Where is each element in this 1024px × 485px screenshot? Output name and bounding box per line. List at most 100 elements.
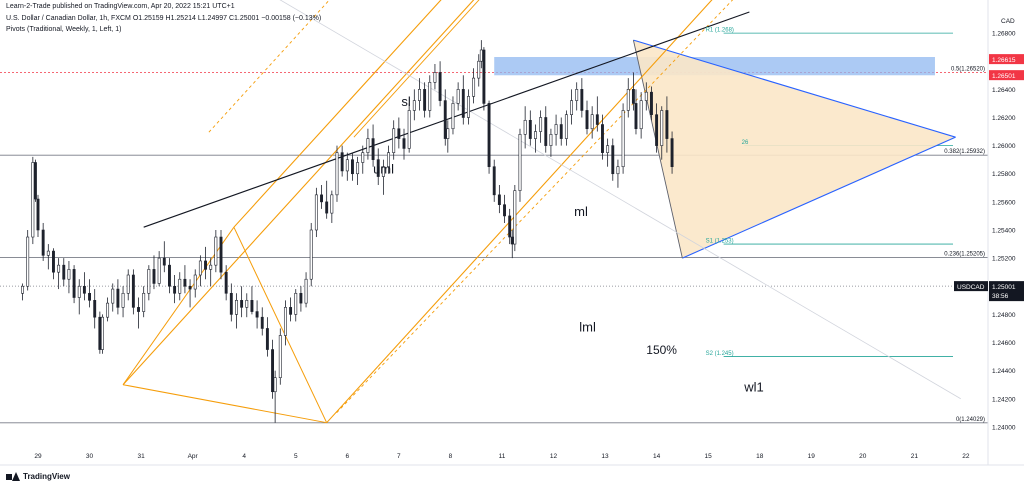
candle-body xyxy=(649,91,653,115)
candle-body xyxy=(387,152,390,168)
candle-body xyxy=(77,285,81,298)
candle-body xyxy=(472,77,476,97)
price-tick-label: 1.24200 xyxy=(992,396,1016,403)
candle-body xyxy=(255,311,259,318)
candle-body xyxy=(634,103,638,130)
time-tick-label: 18 xyxy=(756,453,764,460)
candle-body xyxy=(173,285,177,294)
candle-body xyxy=(570,100,573,115)
candle-body xyxy=(446,128,450,139)
candle-body xyxy=(142,292,146,312)
price-tick-label: 1.26400 xyxy=(992,87,1016,94)
candle-body xyxy=(523,119,527,135)
time-tick-label: 15 xyxy=(705,453,713,460)
fib-level-label: 0.236(1.25205) xyxy=(944,251,985,257)
candle-body xyxy=(330,194,334,214)
pitchfork-upper-median-line xyxy=(233,0,442,228)
tradingview-footer: TradingView xyxy=(6,472,70,481)
time-tick-label: 20 xyxy=(859,453,867,460)
candle-body xyxy=(52,250,55,273)
bar-countdown: 38:56 xyxy=(992,293,1009,300)
candle-body xyxy=(479,49,483,62)
candle-body xyxy=(590,114,594,130)
candle-body xyxy=(98,316,102,350)
candle-body xyxy=(294,292,298,315)
price-tick-label: 1.24400 xyxy=(992,368,1016,375)
candle-body xyxy=(183,278,187,287)
candle-body xyxy=(137,307,140,312)
candle-body xyxy=(534,131,537,139)
candle-body xyxy=(438,72,442,101)
candle-body xyxy=(407,110,411,149)
time-tick-label: 5 xyxy=(294,453,298,460)
candle-body xyxy=(356,162,360,175)
price-tick-label: 1.26000 xyxy=(992,143,1016,150)
wl1-guide-line xyxy=(279,0,961,400)
candle-body xyxy=(418,89,421,101)
last-price-badge xyxy=(989,281,1024,302)
candle-body xyxy=(412,100,416,111)
candle-body xyxy=(57,264,61,273)
candle-body xyxy=(320,194,323,203)
candle-body xyxy=(162,257,166,266)
candle-body xyxy=(492,166,496,196)
candle-body xyxy=(477,60,481,79)
candle-body xyxy=(461,89,465,118)
fib-level-label: 0(1.24029) xyxy=(956,417,985,423)
time-tick-label: 29 xyxy=(34,453,42,460)
candle-body xyxy=(456,89,460,104)
candle-body xyxy=(606,145,610,153)
symbol-badge xyxy=(954,281,988,292)
symbol-ohlc-line: U.S. Dollar / Canadian Dollar, 1h, FXCM … xyxy=(6,15,322,22)
candle-body xyxy=(544,117,548,146)
candle-body xyxy=(147,269,151,294)
candle-body xyxy=(240,300,244,308)
annotation-ml: ml xyxy=(574,204,588,219)
candle-body xyxy=(36,198,40,231)
candle-body xyxy=(559,124,563,139)
labels-layer: 0.5(1.26520) 0.382(1.25932) 0.236(1.25205)… xyxy=(373,28,985,423)
time-tick-label: 22 xyxy=(962,453,970,460)
candle-body xyxy=(209,264,213,270)
candle-body xyxy=(528,119,532,139)
candle-body xyxy=(392,128,396,153)
last-price-value: 1.25001 xyxy=(992,284,1016,291)
candle-body xyxy=(33,162,37,200)
pitchfork-warning-line xyxy=(326,0,713,424)
pitchfork-lower-line xyxy=(122,0,475,386)
pivots-indicator-label[interactable]: Pivots (Traditional, Weekly, 1, Left, 1) xyxy=(6,26,122,33)
candle-body xyxy=(345,159,349,172)
price-tick-label: 1.25400 xyxy=(992,228,1016,235)
candle-body xyxy=(168,264,171,287)
candle-body xyxy=(670,138,674,168)
time-tick-label: 21 xyxy=(911,453,919,460)
candle-body xyxy=(487,103,491,168)
candle-body xyxy=(62,264,66,280)
triangle-lower-side xyxy=(682,136,956,259)
candle-body xyxy=(655,114,659,146)
time-tick-label: 11 xyxy=(499,453,506,460)
annotation-uml: uml xyxy=(373,162,394,177)
candle-body xyxy=(503,204,506,217)
candle-body xyxy=(41,229,45,256)
pitchfork-handle-right xyxy=(233,226,328,423)
price-tick-label: 1.26200 xyxy=(992,115,1016,122)
candle-body xyxy=(152,269,156,284)
time-tick-label: 7 xyxy=(397,453,401,460)
candle-body xyxy=(621,110,625,168)
candle-body xyxy=(188,285,192,290)
time-tick-label: 31 xyxy=(137,453,145,460)
annotation-150pct: 150% xyxy=(646,343,677,357)
candle-body xyxy=(601,124,604,153)
candle-body xyxy=(314,194,318,231)
candle-body xyxy=(278,335,282,378)
candle-body xyxy=(513,190,517,245)
candles-layer xyxy=(21,40,674,423)
candle-body xyxy=(397,128,401,139)
candle-body xyxy=(510,236,514,245)
candle-body xyxy=(497,194,501,205)
candle-body xyxy=(564,114,568,139)
candle-body xyxy=(466,96,470,118)
